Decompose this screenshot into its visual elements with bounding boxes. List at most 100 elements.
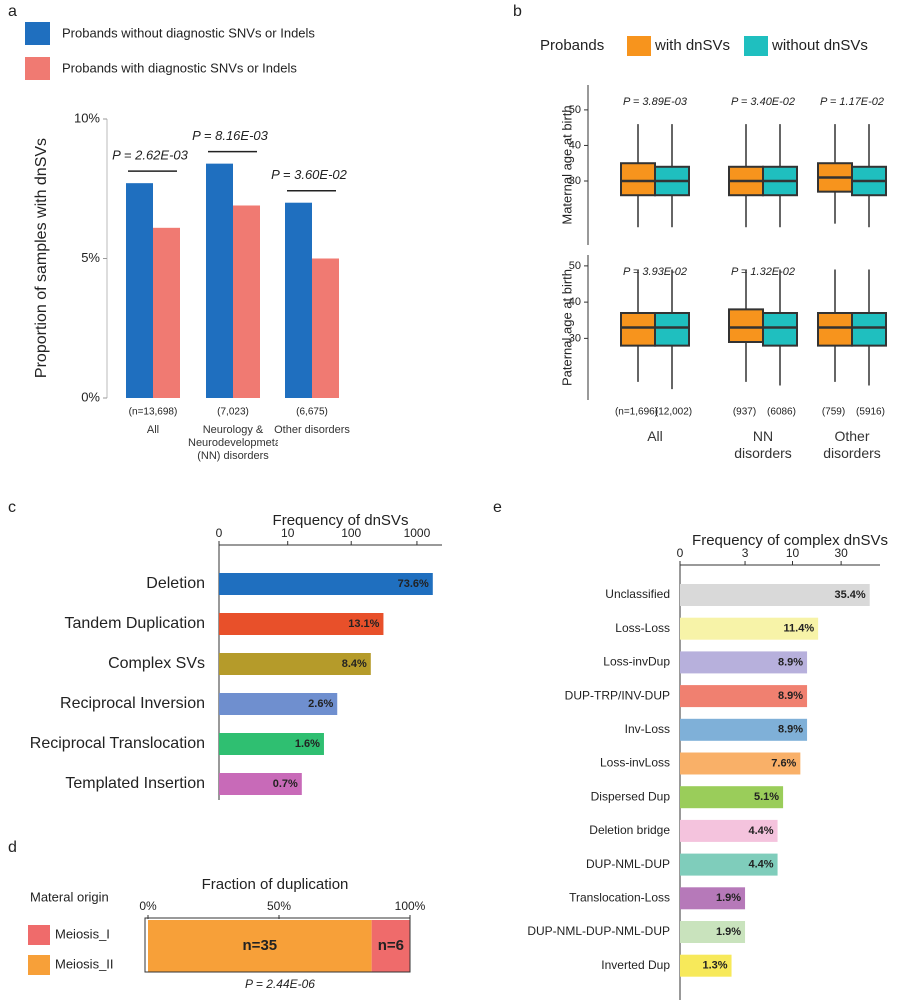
y-tick-label: 10% [74,110,100,125]
y-axis-label: Maternal age at birth [559,105,574,224]
bar-label: 35.4% [834,589,865,601]
legend-label: without dnSVs [771,37,868,54]
legend-label: Probands with diagnostic SNVs or Indels [62,60,297,75]
x-tick-label: 50% [267,899,291,913]
bar-label: 1.3% [702,960,727,972]
bar [153,227,180,398]
bar-label: 11.4% [784,623,815,635]
y-tick-label: Loss-invLoss [600,756,670,770]
panel-letter: d [8,839,17,856]
bar [680,853,778,876]
x-tick-label: 100 [341,526,361,540]
box [728,308,764,343]
category-note: (6,675) [296,407,328,418]
y-tick-label: DUP-NML-DUP [586,857,670,871]
bar-label: 4.4% [748,859,773,871]
legend-swatch [25,57,50,80]
bar [680,819,778,842]
x-tick-label-box: Other disorders [274,424,350,436]
x-tick-label-box: All [147,424,159,436]
box [817,312,853,347]
chart-title: Frequency of complex dnSVs [692,532,888,549]
y-tick-label: 5% [81,250,100,265]
y-tick-label: Tandem Duplication [64,615,205,632]
p-value: P = 2.62E-03 [112,148,189,163]
y-tick-label: Inverted Dup [601,958,670,972]
bar-label: 8.9% [778,690,803,702]
x-tick-label-box: NN disorders [734,428,792,461]
bar [680,921,746,943]
bar-label: n=6 [378,937,404,954]
bar-segment [148,920,372,972]
bar [126,183,153,398]
x-tick-label: All [647,428,663,444]
x-tick-label: 0 [677,546,684,560]
legend-swatch [627,36,651,56]
x-tick-label-box: All [647,428,663,444]
x-tick-label: NN disorders [734,428,792,461]
category-note: (12,002) [655,407,692,418]
x-tick-label: Other disorders [274,424,350,436]
y-axis-label: Proportion of samples with dnSVs [33,138,50,378]
y-tick-label: Reciprocal Inversion [60,695,205,712]
legend-label: Meiosis_I [55,926,110,941]
p-value: P = 3.93E-02 [623,266,687,278]
y-tick-label: 50 [569,260,581,272]
y-tick-label: Inv-Loss [625,722,670,736]
x-tick-label: Neurology & Neurodevelopmetal (NN) disor… [188,424,278,462]
p-value: P = 8.16E-03 [192,128,269,143]
bar [206,163,233,398]
bar-label: 73.6% [398,578,429,590]
y-tick-label: 40 [569,296,581,308]
bar [219,693,338,715]
legend-title: Materal origin [30,889,109,904]
panel-letter: b [513,3,522,20]
bar [680,887,746,910]
y-tick-label: Templated Insertion [65,775,205,792]
legend-swatch [25,22,50,45]
x-tick-label: 1000 [404,526,431,540]
y-tick-label: Deletion [146,575,205,592]
panel-letter: c [8,499,16,516]
p-value: P = 3.89E-03 [623,96,688,108]
bar-label: 1.9% [716,892,741,904]
x-tick-label-box: Other disorders [823,428,881,461]
bar [285,202,312,398]
p-value: P = 1.32E-02 [731,266,795,278]
x-tick-label: 3 [742,546,749,560]
legend-swatch [28,925,50,945]
bar-label: 8.9% [778,724,803,736]
bar [219,733,324,755]
bar-label: 0.7% [273,778,298,790]
bar [680,786,784,809]
y-tick-label: Unclassified [605,587,670,601]
box [851,312,887,347]
x-tick-label: Other disorders [823,428,881,461]
bar [680,651,808,674]
bar-label: 7.6% [771,757,796,769]
bar [219,653,371,675]
x-tick-label: 0 [216,526,223,540]
legend-label: Probands without diagnostic SNVs or Inde… [62,25,315,40]
p-value: P = 3.40E-02 [731,96,795,108]
y-tick-label: 30 [569,332,581,344]
panel-letter: a [8,3,17,20]
y-tick-label: DUP-TRP/INV-DUP [565,688,670,702]
bar-label: 8.9% [778,656,803,668]
y-tick-label: Loss-invDup [603,655,670,669]
bar [680,718,808,741]
y-tick-label: 30 [569,175,581,187]
bar [680,685,808,708]
p-value: P = 2.44E-06 [245,977,315,991]
bar-label: 13.1% [348,618,379,630]
chart-title: Fraction of duplication [202,876,349,893]
bar [680,584,870,606]
bar [219,613,384,635]
legend-label: with dnSVs [654,37,730,54]
x-tick-label: 30 [834,546,848,560]
y-tick-label: Loss-Loss [615,621,670,635]
bar [233,205,260,398]
bar [680,954,732,977]
box [654,312,690,347]
